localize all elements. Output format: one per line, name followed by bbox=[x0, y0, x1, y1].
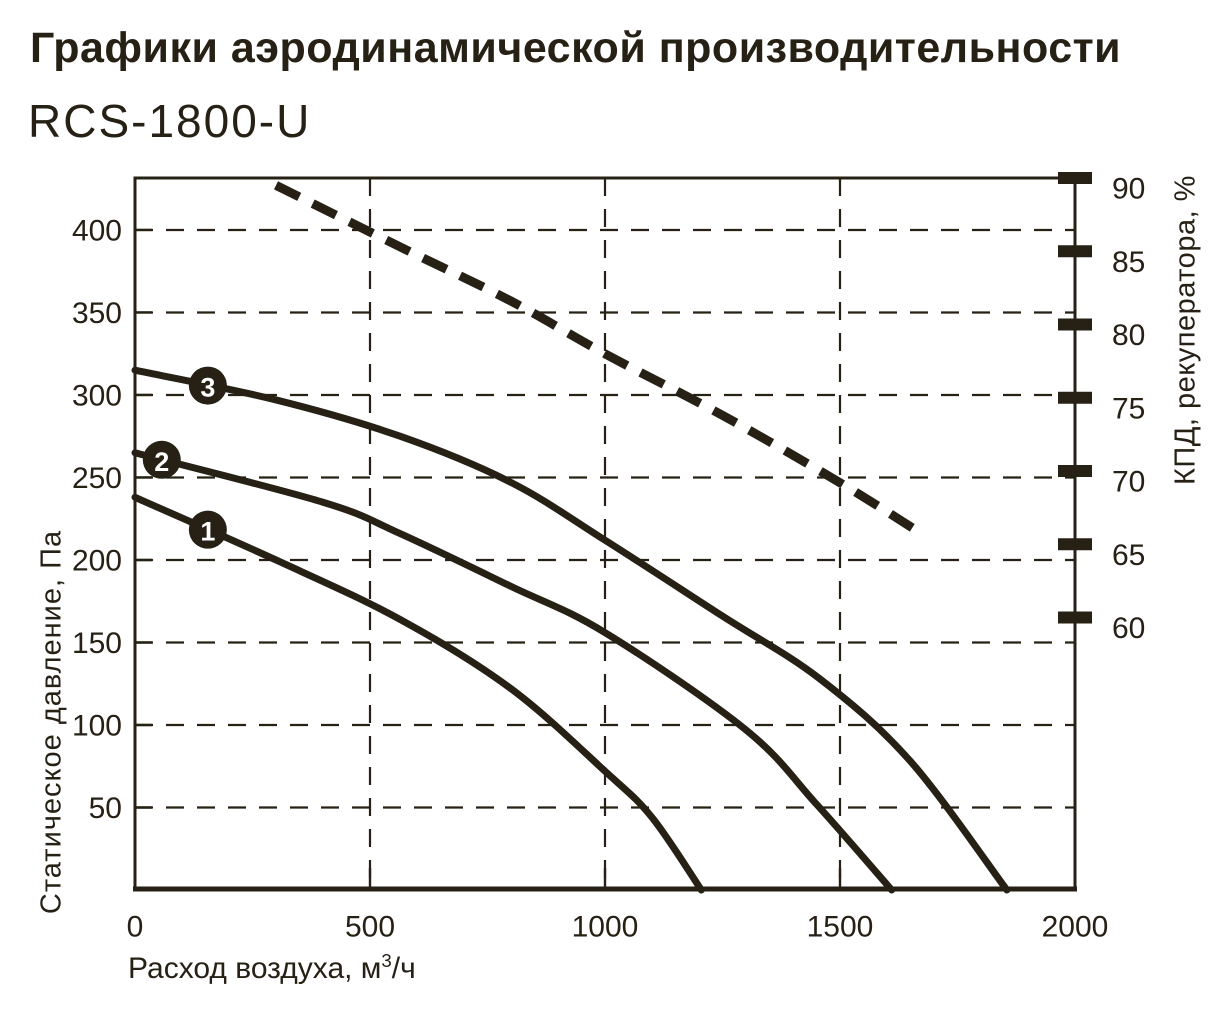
y-right-tick-label-65: 65 bbox=[1112, 539, 1145, 572]
y-left-tick-label-150: 150 bbox=[72, 627, 122, 660]
x-axis-title-unit: /ч bbox=[391, 952, 416, 985]
y-right-dash-75 bbox=[1058, 391, 1092, 404]
y-right-tick-label-85: 85 bbox=[1112, 246, 1145, 279]
y-right-tick-label-75: 75 bbox=[1112, 392, 1145, 425]
y-left-tick-label-350: 350 bbox=[72, 297, 122, 330]
curve-marker-label-2: 2 bbox=[154, 447, 169, 477]
y-left-tick-label-250: 250 bbox=[72, 462, 122, 495]
curve-marker-3 bbox=[188, 366, 227, 405]
y-right-axis-title: КПД, рекуператора, % bbox=[1169, 175, 1202, 485]
x-tick-label-1500: 1500 bbox=[807, 911, 874, 944]
gridlines bbox=[135, 178, 1075, 890]
x-axis-title-text: Расход воздуха, м bbox=[128, 952, 382, 985]
fan-curve-1 bbox=[131, 493, 705, 894]
y-left-axis-title: Статическое давление, Па bbox=[35, 529, 68, 915]
x-tick-label-500: 500 bbox=[345, 911, 395, 944]
y-right-dash-65 bbox=[1058, 538, 1092, 551]
y-right-dash-90 bbox=[1058, 172, 1092, 184]
curve-marker-label-1: 1 bbox=[200, 517, 215, 547]
model-name: RCS-1800-U bbox=[28, 95, 312, 147]
tick-labels: 50 100 150 200 250 300 350 400 0 500 1000 1500 2000 6… bbox=[72, 173, 1145, 944]
curves bbox=[131, 181, 1011, 894]
efficiency-curve bbox=[274, 181, 918, 534]
y-right-dash-70 bbox=[1058, 465, 1092, 478]
y-right-tick-label-80: 80 bbox=[1112, 319, 1145, 352]
y-right-dash-80 bbox=[1058, 318, 1092, 331]
curve-marker-1 bbox=[188, 510, 227, 549]
curve-marker-label-3: 3 bbox=[200, 373, 215, 403]
x-tick-label-0: 0 bbox=[127, 911, 144, 944]
y-right-dash-85 bbox=[1058, 245, 1092, 258]
y-left-tick-label-300: 300 bbox=[72, 379, 122, 412]
y-right-dash-60 bbox=[1058, 611, 1092, 624]
y-left-tick-label-100: 100 bbox=[72, 709, 122, 742]
x-tick-label-2000: 2000 bbox=[1042, 911, 1109, 944]
curve-marker-2 bbox=[142, 440, 181, 479]
x-axis-title-superscript: 3 bbox=[381, 950, 392, 971]
y-right-tick-label-70: 70 bbox=[1112, 466, 1145, 499]
y-left-tick-label-400: 400 bbox=[72, 214, 122, 247]
curve-markers: 1 2 3 bbox=[142, 366, 227, 549]
x-tick-label-1000: 1000 bbox=[572, 911, 639, 944]
y-left-tick-label-200: 200 bbox=[72, 544, 122, 577]
y-right-tick-label-90: 90 bbox=[1112, 173, 1145, 206]
y-right-tick-label-60: 60 bbox=[1112, 612, 1145, 645]
y-left-tick-label-50: 50 bbox=[89, 792, 122, 825]
page-title: Графики аэродинамической производительно… bbox=[30, 24, 1122, 72]
x-axis-title: Расход воздуха, м3/ч bbox=[128, 950, 416, 986]
fan-curve-3 bbox=[131, 366, 1011, 894]
axes bbox=[133, 172, 1092, 892]
fan-curve-2 bbox=[131, 449, 896, 894]
